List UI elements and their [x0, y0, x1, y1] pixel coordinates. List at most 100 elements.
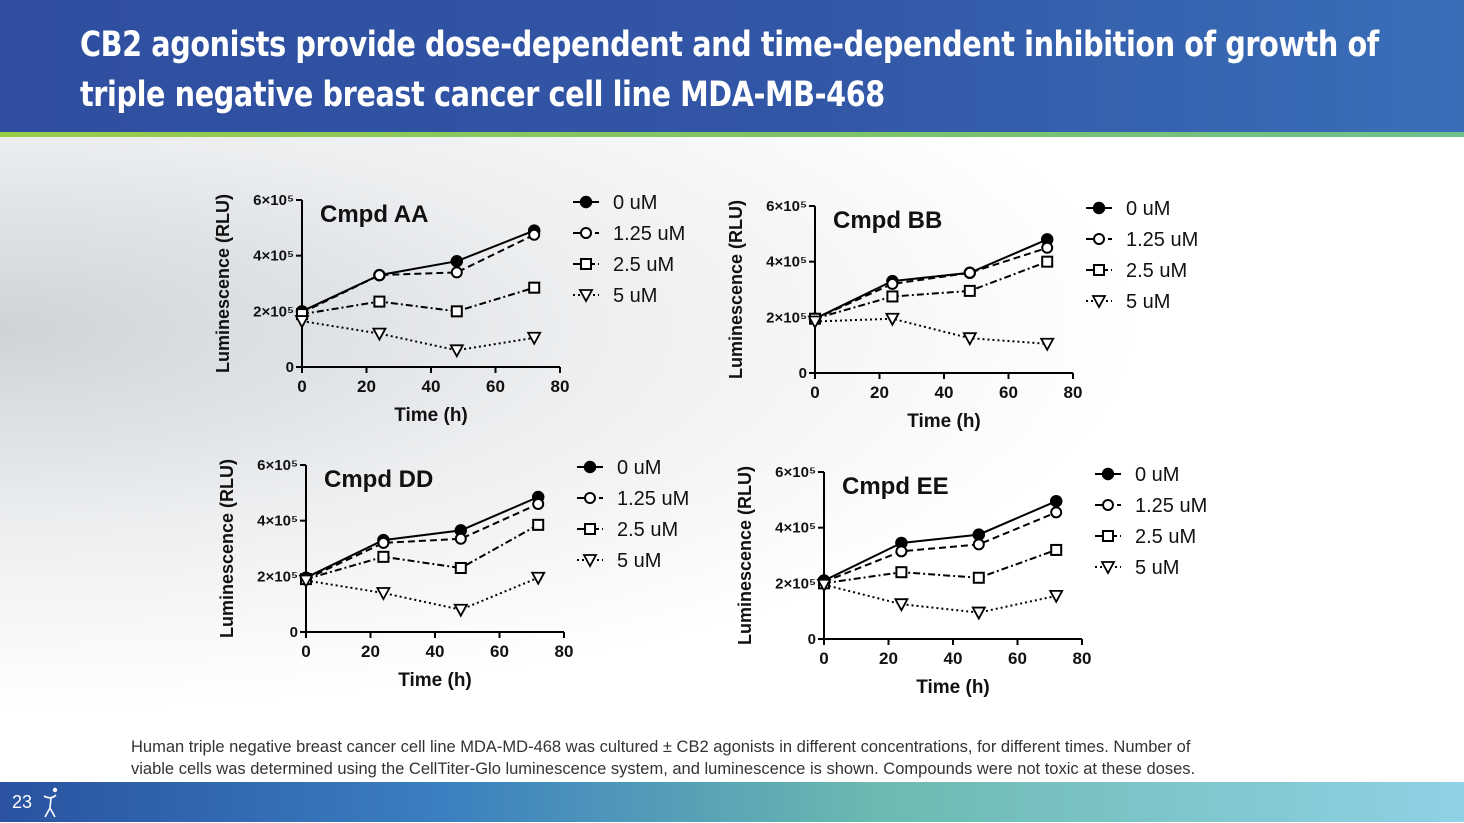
y-tick-label: 6×10⁵ [257, 457, 298, 474]
legend-label: 2.5 uM [1135, 526, 1196, 548]
series-3 [816, 578, 1064, 621]
y-tick-label: 6×10⁵ [775, 464, 816, 481]
legend-label: 0 uM [617, 457, 661, 479]
slide-title: CB2 agonists provide dose-dependent and … [80, 20, 1379, 120]
legend-label: 1.25 uM [613, 223, 685, 245]
data-point [816, 578, 832, 593]
data-point [1041, 241, 1054, 254]
data-point [895, 566, 908, 579]
data-point [1048, 589, 1064, 604]
series-line [305, 503, 539, 581]
data-point [294, 315, 310, 329]
legend-entry: 0 uM [573, 192, 657, 214]
title-banner [0, 0, 1464, 132]
series-line [301, 286, 535, 316]
x-tick-label: 80 [555, 642, 574, 661]
x-tick-label: 40 [426, 642, 445, 661]
data-point [886, 290, 899, 303]
x-axis-label: Time (h) [394, 405, 468, 426]
chart-cmpd-bb: Luminescence (RLU) 0 2×10⁵ 4×10⁵ 6×10⁵ 0 20 40 6… [718, 188, 1278, 458]
y-axis-label: Luminescence (RLU) [213, 194, 233, 373]
data-point [972, 571, 985, 584]
legend-marker [1102, 530, 1114, 542]
series-3 [807, 312, 1055, 352]
data-point [884, 312, 900, 327]
legend-label: 2.5 uM [1126, 260, 1187, 282]
x-axis-label: Time (h) [398, 670, 472, 691]
data-point [453, 603, 469, 618]
legend-marker [583, 460, 597, 474]
y-axis-label: Luminescence (RLU) [217, 459, 237, 638]
data-point [963, 284, 976, 297]
x-tick-label: 0 [810, 383, 819, 402]
legend-marker [1100, 561, 1116, 575]
y-tick-label: 2×10⁵ [253, 303, 294, 320]
legend-entry: 0 uM [577, 457, 661, 479]
data-point [450, 305, 463, 318]
chart-svg: Luminescence (RLU) 0 2×10⁵ 4×10⁵ 6×10⁵ 0 20 40 6… [213, 192, 685, 426]
title-underline [0, 132, 1464, 137]
legend-entry: 1.25 uM [573, 223, 685, 245]
slide-title-line-1: CB2 agonists provide dose-dependent and … [80, 25, 1379, 65]
x-tick-label: 20 [357, 377, 376, 396]
x-tick-label: 0 [301, 642, 310, 661]
series-line [823, 548, 1057, 585]
legend-label: 1.25 uM [617, 488, 689, 510]
series-0 [817, 494, 1063, 587]
legend-entry: 1.25 uM [1086, 229, 1198, 251]
legend-entry: 2.5 uM [1095, 526, 1196, 548]
y-tick-label: 0 [799, 365, 807, 382]
x-tick-label: 80 [1073, 649, 1092, 668]
series-3 [298, 571, 546, 618]
legend-label: 1.25 uM [1126, 229, 1198, 251]
legend-marker [1092, 201, 1106, 215]
footer-bar [0, 782, 1464, 822]
legend-label: 1.25 uM [1135, 495, 1207, 517]
data-point [371, 327, 387, 342]
chart-cmpd-dd: Luminescence (RLU) 0 2×10⁵ 4×10⁵ 6×10⁵ 0 20 40 6… [209, 447, 769, 717]
x-tick-label: 0 [297, 377, 306, 396]
legend-label: 5 uM [613, 285, 657, 307]
x-tick-label: 20 [870, 383, 889, 402]
data-point [449, 344, 465, 359]
y-tick-label: 4×10⁵ [253, 248, 294, 265]
series-line [823, 500, 1057, 582]
x-axis-label: Time (h) [907, 411, 981, 432]
legend-marker [1102, 499, 1114, 511]
chart-title: Cmpd BB [833, 207, 942, 234]
series-line [305, 496, 539, 579]
series-line [814, 317, 1048, 345]
data-point [377, 536, 390, 549]
legend-entry: 0 uM [1095, 464, 1179, 486]
data-point [528, 281, 541, 294]
data-point [807, 315, 823, 330]
legend-entry: 2.5 uM [573, 254, 674, 276]
y-tick-label: 4×10⁵ [257, 513, 298, 530]
y-axis-label: Luminescence (RLU) [735, 466, 755, 645]
data-point [528, 228, 541, 241]
x-tick-label: 60 [999, 383, 1018, 402]
chart-svg: Luminescence (RLU) 0 2×10⁵ 4×10⁵ 6×10⁵ 0 20 40 6… [726, 198, 1198, 432]
data-point [373, 295, 386, 308]
data-point [375, 587, 391, 601]
data-point [530, 571, 546, 586]
x-tick-label: 40 [935, 383, 954, 402]
y-tick-label: 4×10⁵ [766, 254, 807, 271]
x-tick-label: 60 [486, 377, 505, 396]
data-point [1050, 543, 1063, 556]
x-tick-label: 80 [1064, 383, 1083, 402]
x-tick-label: 0 [819, 649, 828, 668]
legend-entry: 5 uM [1095, 557, 1179, 579]
caption-line-2: viable cells was determined using the Ce… [131, 760, 1196, 778]
legend-marker [579, 195, 593, 209]
y-tick-label: 6×10⁵ [766, 198, 807, 215]
series-2 [300, 518, 545, 586]
chart-title: Cmpd EE [842, 473, 949, 500]
y-tick-label: 4×10⁵ [775, 520, 816, 537]
x-tick-label: 80 [551, 377, 570, 396]
data-point [971, 606, 987, 621]
x-tick-label: 40 [944, 649, 963, 668]
page-number: 23 [12, 792, 33, 812]
chart-cmpd-aa: Luminescence (RLU) 0 2×10⁵ 4×10⁵ 6×10⁵ 0 20 40 6… [205, 182, 765, 452]
